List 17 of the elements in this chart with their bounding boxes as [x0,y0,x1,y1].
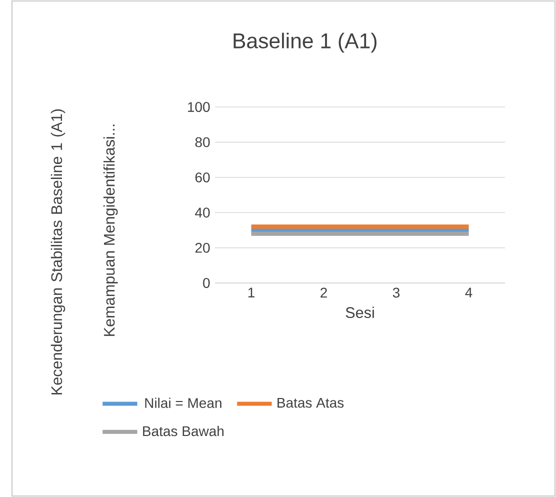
y-tick-label: 100 [188,102,210,112]
legend-label: Nilai = Mean [145,398,222,408]
x-tick-label: 1 [248,288,254,298]
y-tick-label: 80 [195,137,210,148]
x-axis-title: Sesi [346,306,374,318]
y-axis-title: Kemampuan Mengidentifikasi... [103,124,118,336]
y-tick-label: 0 [203,278,210,288]
y-tick-label: 40 [195,208,210,218]
y-tick-label: 20 [195,242,210,253]
legend-label: Batas Bawah [143,426,224,436]
x-tick-label: 2 [320,288,327,298]
x-tick-label: 4 [465,288,472,298]
y-tick-label: 60 [195,172,210,182]
chart-title: Baseline 1 (A1) [234,32,376,53]
x-tick-label: 3 [392,288,400,298]
legend-label: Batas Atas [278,398,344,408]
text: Kecenderungan Stabilitas Baseline 1 (A1) [50,109,66,394]
